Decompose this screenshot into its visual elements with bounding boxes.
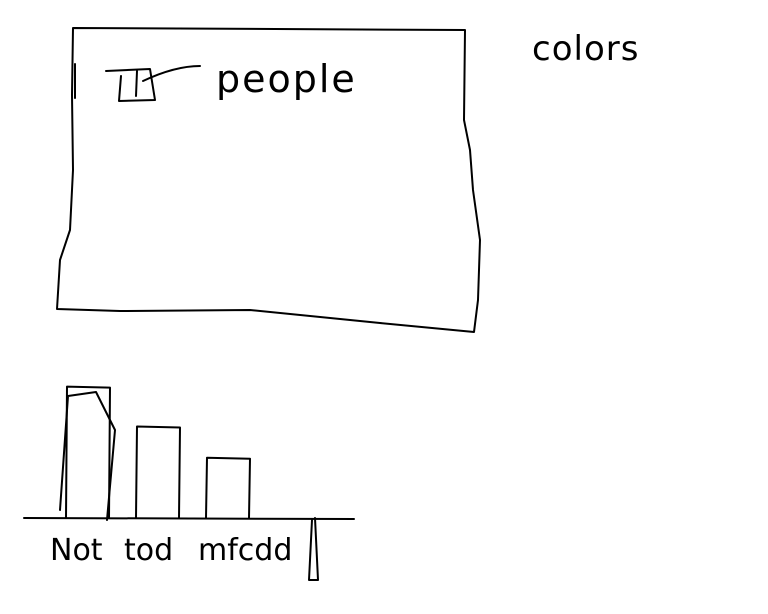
main-panel: people <box>56 27 481 333</box>
people-label: people <box>216 57 357 101</box>
tick-label-mfcdd: mfcdd <box>198 533 292 568</box>
checkbox-tick-mark <box>135 70 138 97</box>
panel-border <box>56 27 481 333</box>
x-axis-line <box>23 517 355 520</box>
colors-label: colors <box>532 29 639 69</box>
bar-scribble-stroke <box>59 391 116 521</box>
bar-not <box>65 385 111 519</box>
bar-chart: Not tod mfcdd <box>23 385 355 581</box>
bars-layer <box>65 385 251 519</box>
checkbox-box <box>105 68 156 102</box>
label-pointer-line <box>142 65 201 82</box>
bar-mfcdd <box>205 456 251 519</box>
axis-end-scribble <box>308 517 319 581</box>
checkbox[interactable] <box>105 68 156 102</box>
bar-tod <box>135 425 181 519</box>
tick-label-not: Not <box>50 533 103 568</box>
tick-label-tod: tod <box>124 533 173 568</box>
tick-labels-layer: Not tod mfcdd <box>50 533 292 568</box>
